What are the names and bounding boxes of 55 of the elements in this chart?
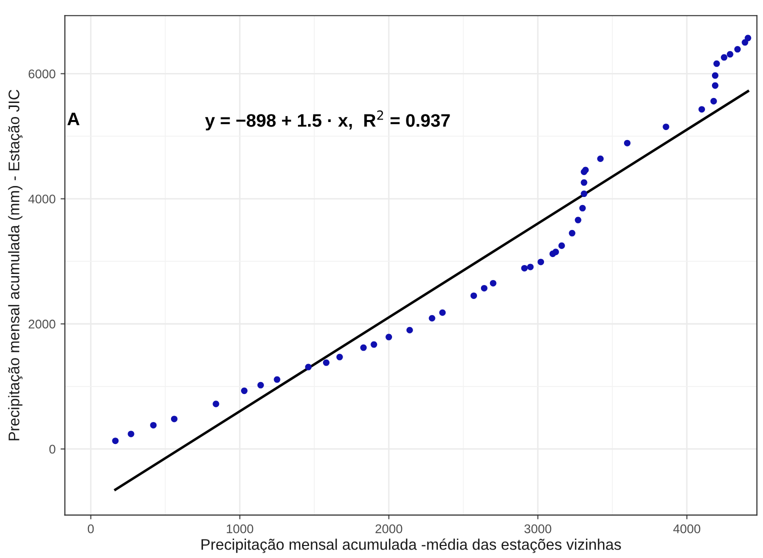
- point: [386, 334, 392, 340]
- point: [305, 364, 312, 370]
- point: [128, 430, 134, 438]
- point: [428, 314, 436, 322]
- point: [698, 106, 706, 113]
- y-tick-label: 2000: [28, 320, 56, 329]
- point: [624, 140, 631, 146]
- point: [712, 72, 718, 79]
- point: [521, 264, 528, 272]
- point: [470, 292, 478, 299]
- point: [726, 51, 734, 58]
- point: [568, 230, 576, 236]
- y-axis-title: Precipitação mensal acumulada (mm) - Estação JIC: [8, 90, 22, 440]
- point: [744, 34, 752, 42]
- point: [150, 422, 157, 428]
- point: [662, 124, 670, 130]
- point: [552, 248, 559, 256]
- point: [580, 179, 588, 186]
- point: [480, 284, 488, 292]
- annotation: A: [67, 112, 80, 126]
- x-tick-label: 0: [88, 524, 94, 534]
- y-tick-label: 0: [49, 444, 56, 454]
- point: [538, 258, 544, 266]
- point: [579, 204, 586, 212]
- point: [170, 416, 178, 422]
- point: [720, 54, 728, 61]
- point: [713, 60, 720, 67]
- point: [274, 376, 280, 383]
- point: [257, 382, 264, 388]
- point: [322, 359, 330, 366]
- point: [597, 155, 604, 162]
- point: [734, 46, 741, 53]
- point: [406, 326, 413, 334]
- point: [241, 388, 248, 394]
- annotation: y = −898 + 1.5 · x, R$^{2}$ = 0.937: [205, 110, 450, 130]
- point: [336, 354, 343, 360]
- point: [574, 216, 582, 224]
- point: [490, 280, 496, 286]
- y-tick-label: 4000: [28, 194, 56, 204]
- x-tick-label: 4000: [673, 524, 700, 534]
- point: [580, 190, 588, 198]
- point: [439, 309, 446, 316]
- point: [712, 82, 718, 89]
- point: [112, 438, 119, 444]
- point: [212, 400, 220, 408]
- point: [710, 98, 717, 104]
- x-tick-label: 2000: [376, 524, 402, 534]
- point: [360, 344, 367, 351]
- x-tick-label: 1000: [226, 524, 254, 534]
- x-tick-label: 3000: [524, 524, 552, 534]
- point: [558, 242, 565, 249]
- point: [370, 341, 378, 348]
- x-axis-title: Precipitação mensal acumulada -média das estações vizinhas: [202, 538, 621, 553]
- y-tick-label: 6000: [28, 69, 56, 78]
- point: [527, 264, 534, 270]
